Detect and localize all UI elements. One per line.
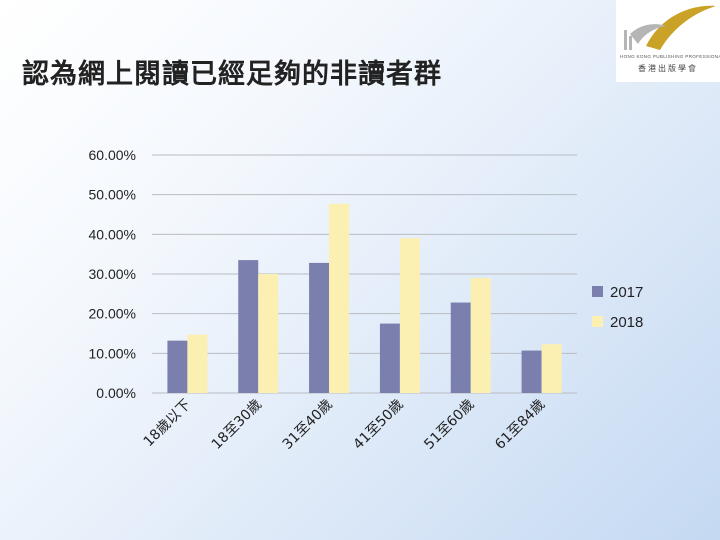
logo-name-en: HONG KONG PUBLISHING PROFESSIONALS SOCIE… [620, 54, 720, 59]
x-tick-label: 18至30歲 [209, 397, 265, 453]
legend-label: 2017 [610, 284, 643, 301]
x-tick-label: 51至60歲 [421, 397, 477, 453]
bar-2018-3 [399, 238, 420, 393]
bar-2018-2 [329, 203, 350, 393]
bar-2018-5 [541, 344, 562, 393]
y-tick-label: 10.00% [89, 345, 136, 361]
y-tick-label: 60.00% [89, 147, 136, 163]
x-tick-label: 18歲以下 [141, 397, 195, 451]
legend-label: 2018 [610, 314, 643, 331]
bar-2018-1 [258, 274, 279, 393]
bar-2017-5 [521, 350, 542, 393]
y-axis-ticks: 0.00% 10.00% 20.00% 30.00% 40.00% 50.00% 60.00… [89, 147, 136, 401]
bar-2017-0 [167, 340, 188, 393]
x-axis-ticks: 18歲以下 18至30歲 31至40歲 41至50歲 51至60歲 61至84歲 [141, 397, 549, 453]
legend: 2017 2018 [592, 284, 643, 331]
swoosh-logo-icon [624, 5, 716, 50]
y-tick-label: 30.00% [89, 266, 136, 282]
bar-2018-0 [187, 334, 208, 393]
bar-2017-3 [379, 323, 400, 393]
y-tick-label: 50.00% [89, 187, 136, 203]
bar-2017-4 [450, 302, 471, 393]
grid-layer [152, 154, 577, 394]
bar-2018-4 [470, 277, 491, 393]
y-tick-label: 40.00% [89, 226, 136, 242]
logo-name-zh: 香港出版學會 [638, 64, 698, 73]
y-tick-label: 0.00% [96, 385, 136, 401]
x-tick-label: 41至50歲 [350, 397, 406, 453]
society-logo: HONG KONG PUBLISHING PROFESSIONALS SOCIE… [616, 0, 720, 82]
x-tick-label: 61至84歲 [492, 397, 548, 453]
legend-swatch-2017 [592, 286, 603, 297]
bar-layer [167, 203, 562, 393]
y-tick-label: 20.00% [89, 306, 136, 322]
legend-swatch-2018 [592, 316, 603, 327]
bar-2017-2 [309, 262, 330, 393]
x-tick-label: 31至40歲 [280, 397, 336, 453]
slide-title: 認為網上閱讀已經足夠的非讀者群 [22, 59, 442, 90]
bar-2017-1 [238, 260, 259, 393]
